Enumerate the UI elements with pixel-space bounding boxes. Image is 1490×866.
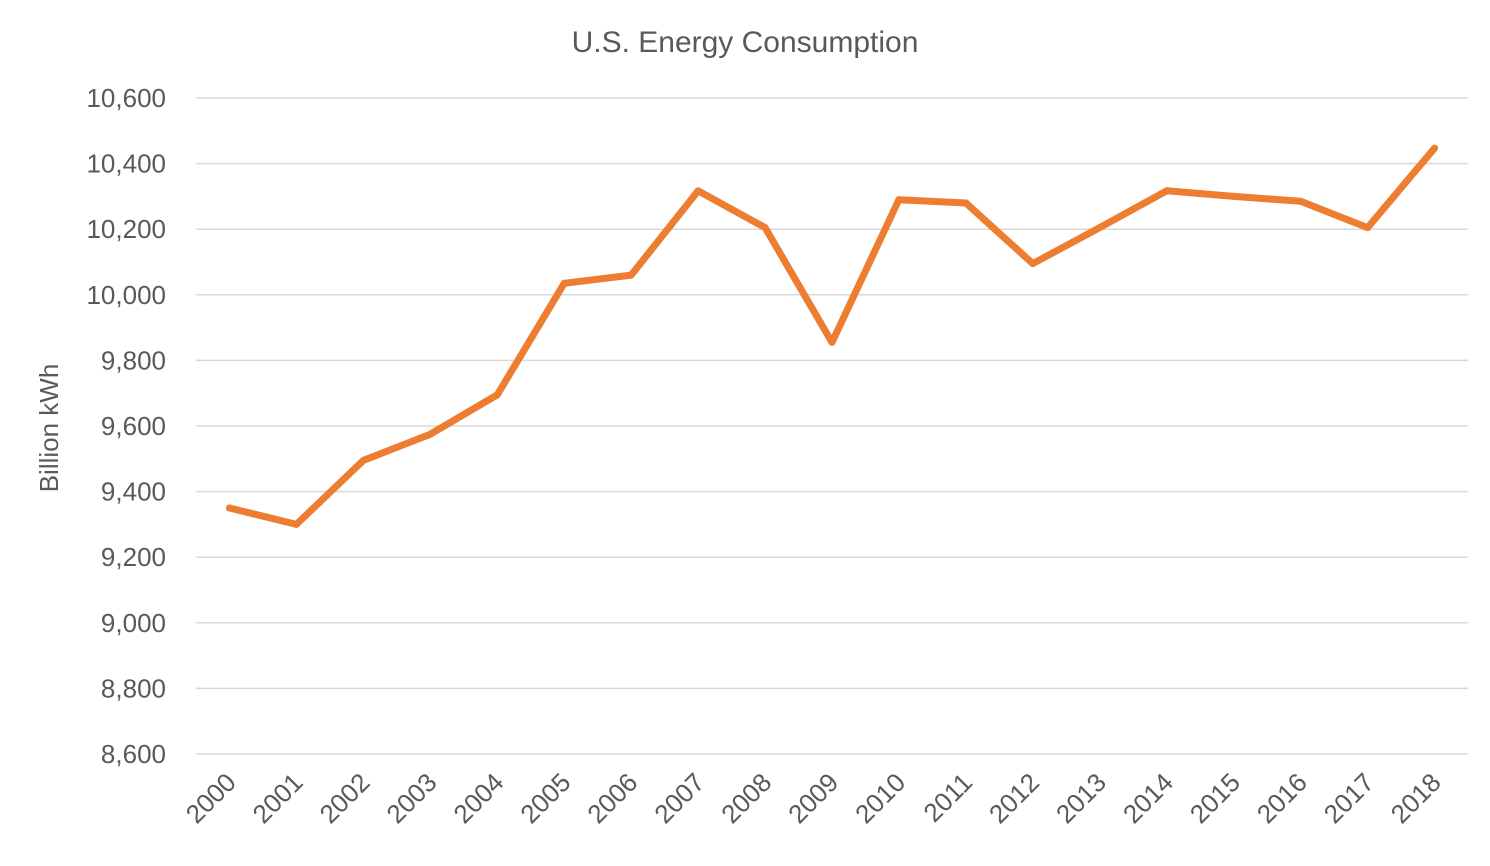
- x-tick-label: 2010: [849, 767, 911, 829]
- x-tick-label: 2016: [1251, 767, 1313, 829]
- x-tick-label: 2002: [313, 767, 375, 829]
- y-tick-label: 8,600: [101, 739, 166, 769]
- data-point: [962, 199, 970, 207]
- data-point: [359, 456, 367, 464]
- y-tick-label: 10,400: [86, 149, 166, 179]
- y-tick-label: 10,600: [86, 83, 166, 113]
- series-line: [226, 144, 1438, 528]
- data-point: [292, 520, 300, 528]
- y-axis-label: Billion kWh: [34, 364, 64, 493]
- x-tick-label: 2008: [715, 767, 777, 829]
- data-point: [1163, 187, 1171, 195]
- x-tick-label: 2009: [782, 767, 844, 829]
- data-point: [828, 338, 836, 346]
- series-layer: [225, 144, 1439, 528]
- x-tick-label: 2004: [447, 767, 509, 829]
- x-tick-label: 2012: [983, 767, 1045, 829]
- data-point: [1230, 192, 1238, 200]
- data-point: [1297, 197, 1305, 205]
- x-axis-ticks: 2000 2001 2002 2003 2004 2005 2006 2007 2008 2009…: [180, 767, 1447, 829]
- x-tick-label: 2000: [180, 767, 242, 829]
- x-tick-label: 2003: [380, 767, 442, 829]
- x-tick-label: 2001: [247, 767, 309, 829]
- gridlines: [196, 97, 1468, 755]
- y-tick-label: 9,200: [101, 542, 166, 572]
- data-point: [560, 279, 568, 287]
- data-point: [1364, 224, 1372, 232]
- x-tick-label: 2017: [1318, 767, 1380, 829]
- x-tick-label: 2013: [1050, 767, 1112, 829]
- y-tick-label: 8,800: [101, 673, 166, 703]
- data-point: [1096, 224, 1104, 232]
- y-tick-label: 9,000: [101, 608, 166, 638]
- y-tick-label: 9,400: [101, 477, 166, 507]
- data-point: [225, 504, 233, 512]
- data-point: [694, 187, 702, 195]
- data-point: [1029, 260, 1037, 268]
- data-point: [627, 271, 635, 279]
- y-tick-label: 9,800: [101, 345, 166, 375]
- x-tick-label: 2018: [1385, 767, 1447, 829]
- y-tick-label: 10,200: [86, 214, 166, 244]
- x-tick-label: 2011: [917, 767, 978, 828]
- x-tick-label: 2005: [514, 767, 576, 829]
- chart-title: U.S. Energy Consumption: [572, 26, 919, 59]
- x-tick-label: 2007: [648, 767, 710, 829]
- y-tick-label: 10,000: [86, 280, 166, 310]
- data-point: [1431, 144, 1439, 152]
- x-tick-label: 2006: [581, 767, 643, 829]
- y-tick-label: 9,600: [101, 411, 166, 441]
- data-point: [493, 391, 501, 399]
- x-tick-label: 2014: [1117, 767, 1179, 829]
- y-axis-ticks: 8,600 8,800 9,000 9,200 9,400 9,600 9,800 10,00…: [86, 83, 166, 769]
- data-point: [895, 196, 903, 204]
- data-point: [761, 224, 769, 232]
- x-tick-label: 2015: [1184, 767, 1246, 829]
- data-point: [426, 430, 434, 438]
